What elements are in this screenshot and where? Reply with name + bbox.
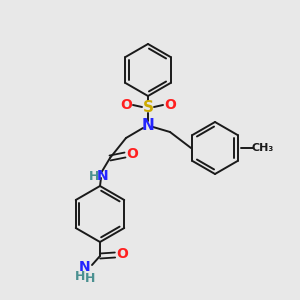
Text: O: O [116, 247, 128, 261]
Text: CH₃: CH₃ [252, 143, 274, 153]
Text: O: O [126, 147, 138, 161]
Text: H: H [85, 272, 95, 286]
Text: H: H [89, 170, 99, 184]
Text: S: S [142, 100, 154, 115]
Text: O: O [120, 98, 132, 112]
Text: O: O [164, 98, 176, 112]
Text: N: N [142, 118, 154, 134]
Text: N: N [79, 260, 91, 274]
Text: N: N [97, 169, 109, 183]
Text: H: H [75, 271, 85, 284]
